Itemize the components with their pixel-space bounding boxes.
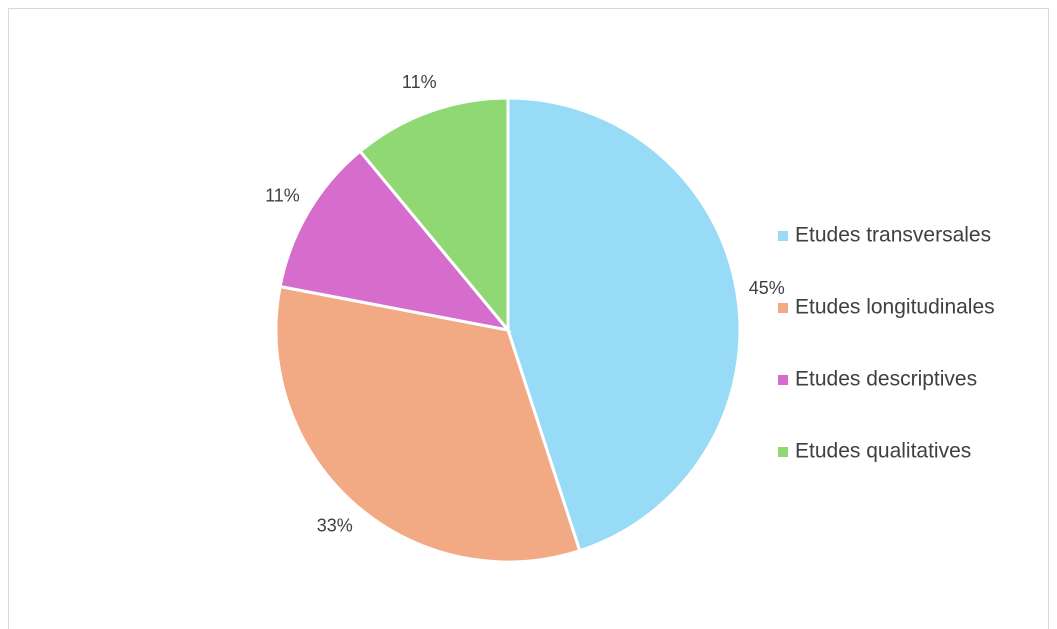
legend-label: Etudes longitudinales [795,296,995,319]
legend-label: Etudes descriptives [795,368,977,391]
data-label: 33% [317,515,353,535]
pie-slice [506,96,742,553]
legend-swatch [778,375,788,385]
legend-label: Etudes transversales [795,224,991,247]
legend-swatch [778,231,788,241]
pie-slice [278,149,512,333]
data-label: 11% [265,185,300,205]
pie-slice [358,96,510,335]
data-label: 45% [749,278,785,298]
legend-swatch [778,447,788,457]
data-label: 11% [402,72,437,92]
legend-label: Etudes qualitatives [795,440,971,463]
legend-swatch [778,303,788,313]
pie-slice [274,284,582,564]
